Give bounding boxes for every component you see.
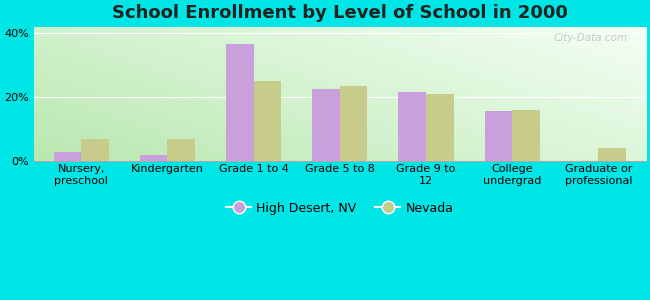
Bar <box>398 92 426 161</box>
Bar <box>140 155 168 161</box>
Bar <box>312 89 340 161</box>
Legend: High Desert, NV, Nevada: High Desert, NV, Nevada <box>221 196 458 220</box>
Bar <box>485 112 512 161</box>
Bar <box>599 148 626 161</box>
Bar <box>426 94 454 161</box>
Bar <box>512 110 540 161</box>
Bar <box>168 139 195 161</box>
Bar <box>254 81 281 161</box>
Text: City-Data.com: City-Data.com <box>553 33 627 43</box>
Bar <box>53 152 81 161</box>
Bar <box>226 44 254 161</box>
Bar <box>81 139 109 161</box>
Title: School Enrollment by Level of School in 2000: School Enrollment by Level of School in … <box>112 4 567 22</box>
Bar <box>340 86 367 161</box>
